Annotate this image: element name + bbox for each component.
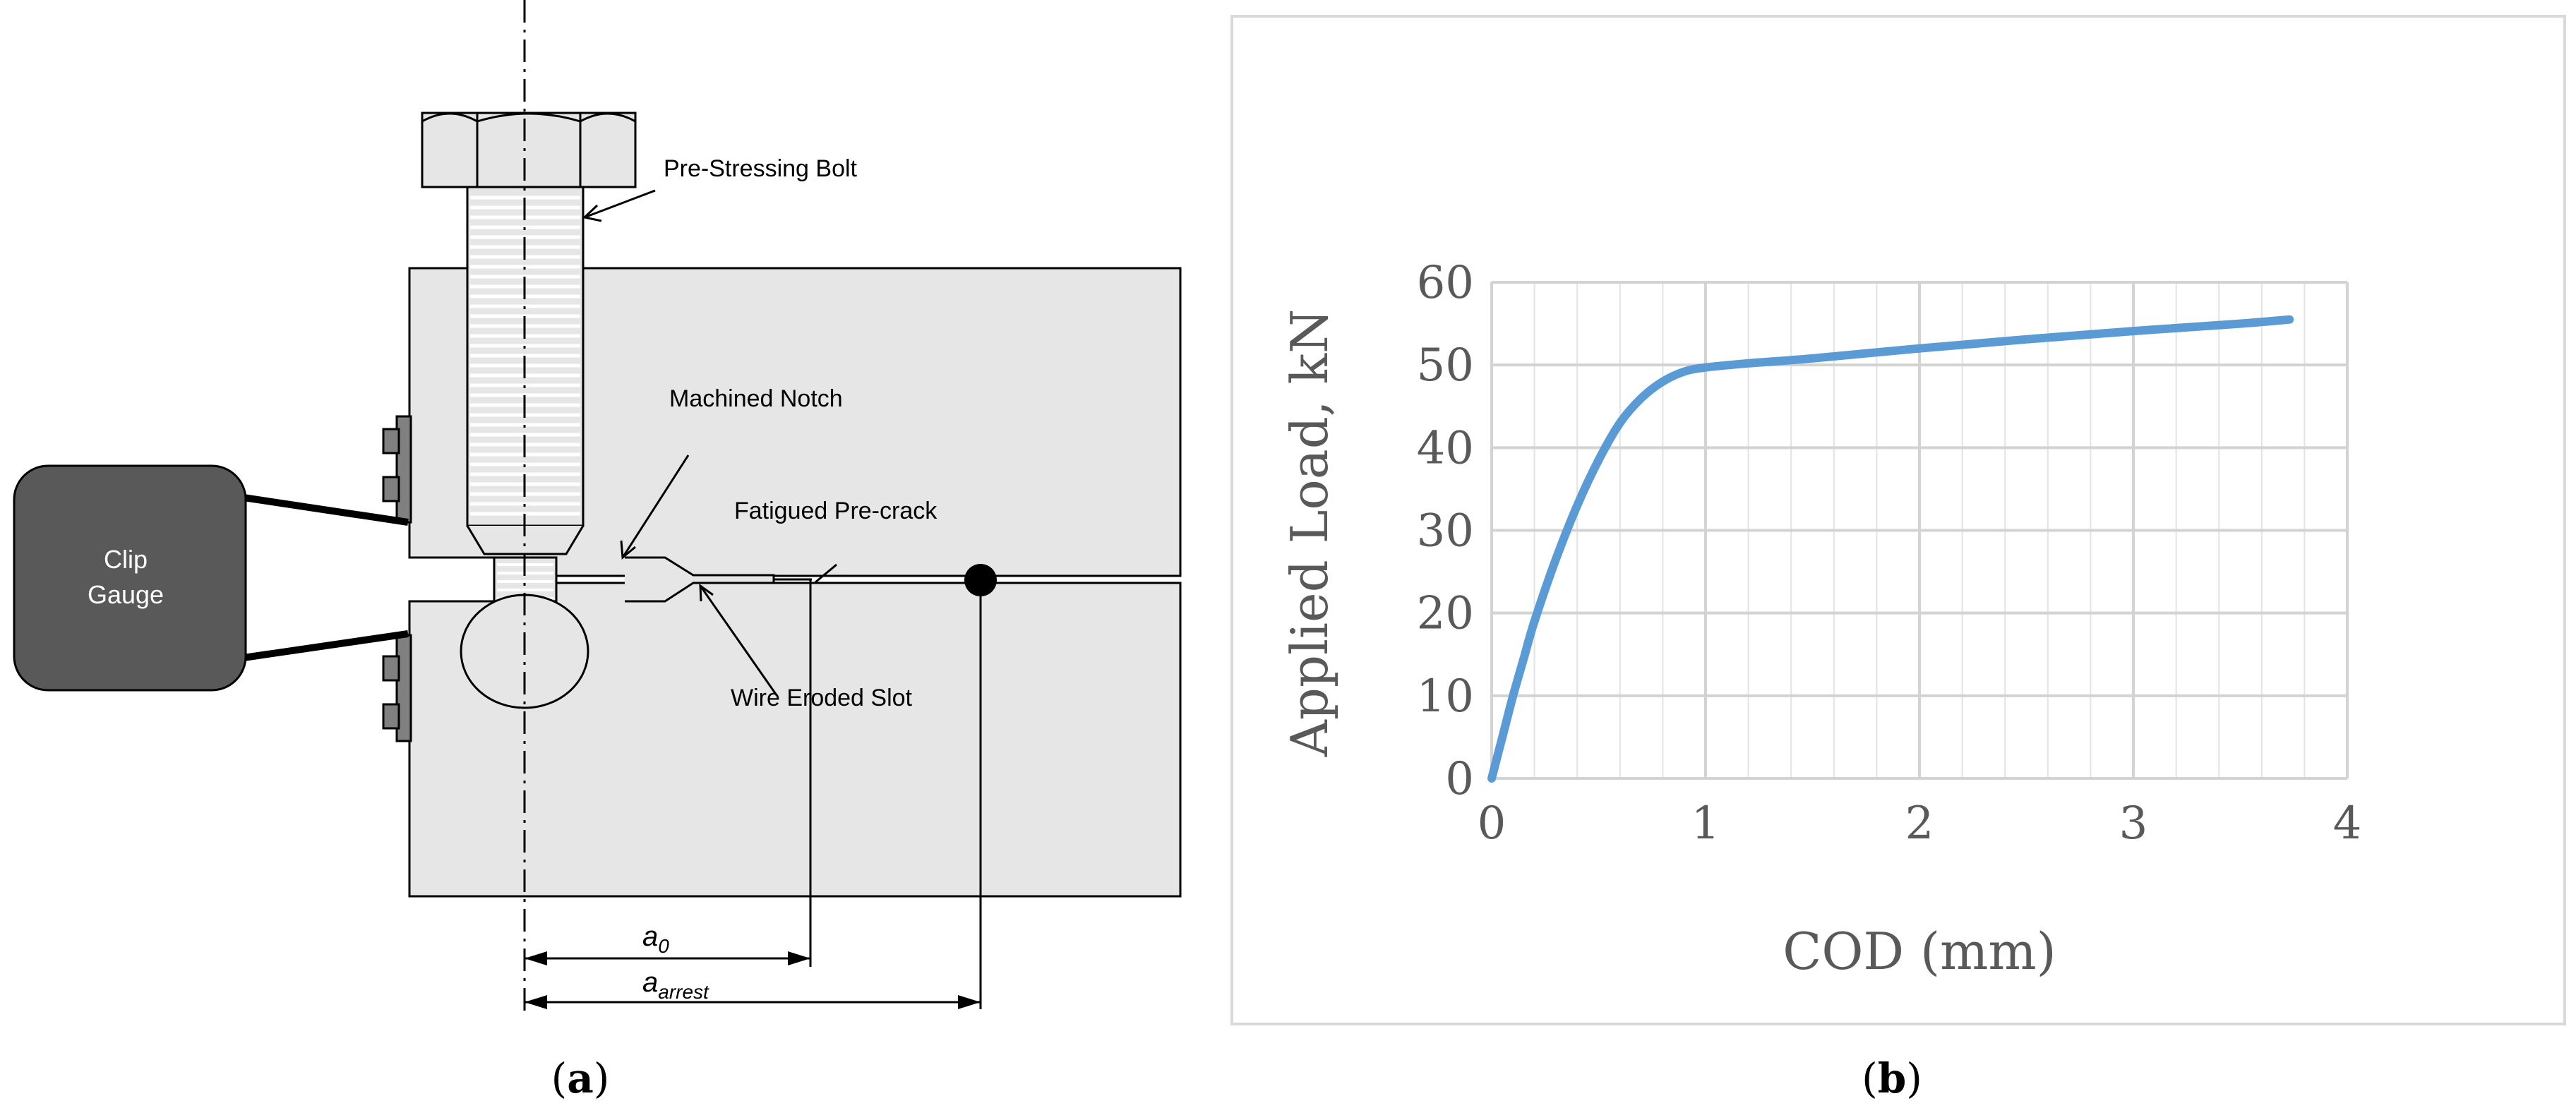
series-line (1487, 315, 2294, 783)
caption-a: (a) (551, 1054, 610, 1102)
y-tick-label: 50 (1417, 339, 1474, 392)
bolt-head (421, 112, 637, 188)
clip-gauge: Clip Gauge (13, 464, 409, 692)
a0-base: a (642, 921, 658, 952)
y-tick-label: 20 (1417, 588, 1474, 640)
svg-text:a0: a0 (642, 921, 669, 957)
caption-b: (b) (1862, 1054, 1922, 1102)
svg-text:aarrest: aarrest (642, 967, 709, 1003)
a-arrest-subscript: arrest (658, 981, 709, 1003)
y-tick-label: 30 (1417, 505, 1474, 558)
x-tick-label: 1 (1691, 797, 1720, 850)
x-tick-label: 2 (1905, 797, 1934, 850)
panel-a-diagram: Clip Gauge Pre-Stressing Bolt Machined N… (13, 0, 1182, 1102)
x-tick-label: 4 (2333, 797, 2362, 850)
a0-subscript: 0 (658, 935, 669, 957)
y-tick-label: 40 (1417, 422, 1474, 474)
panel-b-chart: 0 10 20 30 40 50 60 0 1 2 3 4 Applied Load, kN COD… (1230, 15, 2566, 1102)
label-wire-eroded-slot: Wire Eroded Slot (731, 685, 913, 711)
x-tick-label: 0 (1478, 797, 1506, 850)
label-machined-notch: Machined Notch (669, 385, 843, 412)
chart-frame (1230, 15, 2566, 1025)
dimension-a-arrest: aarrest (525, 967, 981, 1009)
y-tick-label: 10 (1417, 670, 1474, 723)
x-tick-label: 3 (2119, 797, 2148, 850)
crack-arrest-marker (964, 564, 997, 596)
clip-gauge-label-line1: Clip (104, 545, 148, 574)
dimension-a0: a0 (525, 579, 812, 967)
y-tick-label: 0 (1445, 753, 1474, 805)
y-axis-label: Applied Load, kN (1280, 309, 1339, 757)
clip-gauge-label-line2: Gauge (88, 580, 164, 609)
bolt-shank (466, 186, 585, 603)
knife-edges (382, 415, 412, 742)
y-tick-label: 60 (1417, 257, 1474, 309)
a-arrest-base: a (642, 967, 658, 998)
label-fatigued-precrack: Fatigued Pre-crack (734, 498, 937, 524)
label-pre-stressing-bolt: Pre-Stressing Bolt (664, 155, 858, 182)
x-axis-label: COD (mm) (1783, 922, 2056, 981)
